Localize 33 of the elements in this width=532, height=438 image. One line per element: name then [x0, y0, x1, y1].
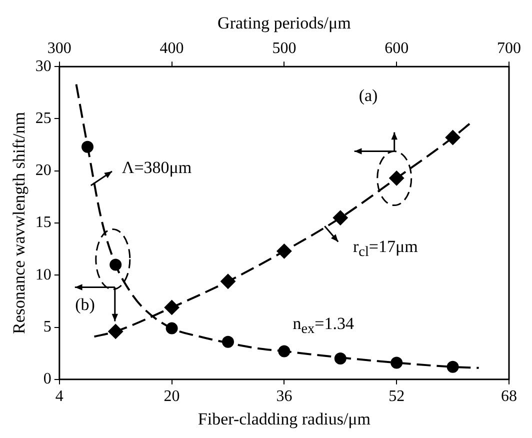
x-tick-label: 68: [501, 388, 517, 406]
y-axis-title: Resonance wavwlength shift/nm: [10, 112, 29, 334]
y-tick-label: 25: [35, 110, 52, 127]
y-tick-label: 10: [35, 266, 52, 284]
annotation: (a): [358, 86, 378, 106]
point: [446, 360, 459, 373]
annotation: n$_{ex}$=1.34: [292, 313, 354, 338]
x2-axis-title: Grating periods/μm: [218, 14, 351, 33]
x-tick-label: 52: [388, 388, 405, 406]
x2-tick-label: 300: [47, 40, 72, 58]
y-tick-label: 20: [35, 162, 52, 180]
x2-tick-label: 600: [384, 40, 409, 58]
y-tick-label: 0: [43, 370, 52, 388]
y-tick-label: 15: [35, 214, 52, 232]
x-tick-label: 20: [164, 388, 180, 406]
annotation: r$_{cl}$=17μm: [352, 237, 418, 262]
x-tick-label: 4: [55, 388, 64, 406]
x2-tick-label: 400: [160, 40, 184, 58]
x2-tick-label: 700: [497, 40, 521, 58]
x-axis-title: Fiber-cladding radius/μm: [198, 409, 371, 428]
point: [82, 140, 94, 153]
point: [278, 345, 290, 358]
point: [166, 322, 178, 334]
point: [222, 336, 234, 348]
point: [110, 258, 122, 271]
point: [334, 352, 346, 365]
annotation: (b): [75, 295, 95, 316]
point: [390, 356, 403, 369]
x2-tick-label: 500: [272, 40, 296, 58]
annotation: Λ=380μm: [122, 158, 192, 178]
y-tick-label: 30: [35, 58, 52, 75]
x-tick-label: 36: [276, 388, 292, 406]
y-tick-label: 5: [43, 318, 52, 336]
